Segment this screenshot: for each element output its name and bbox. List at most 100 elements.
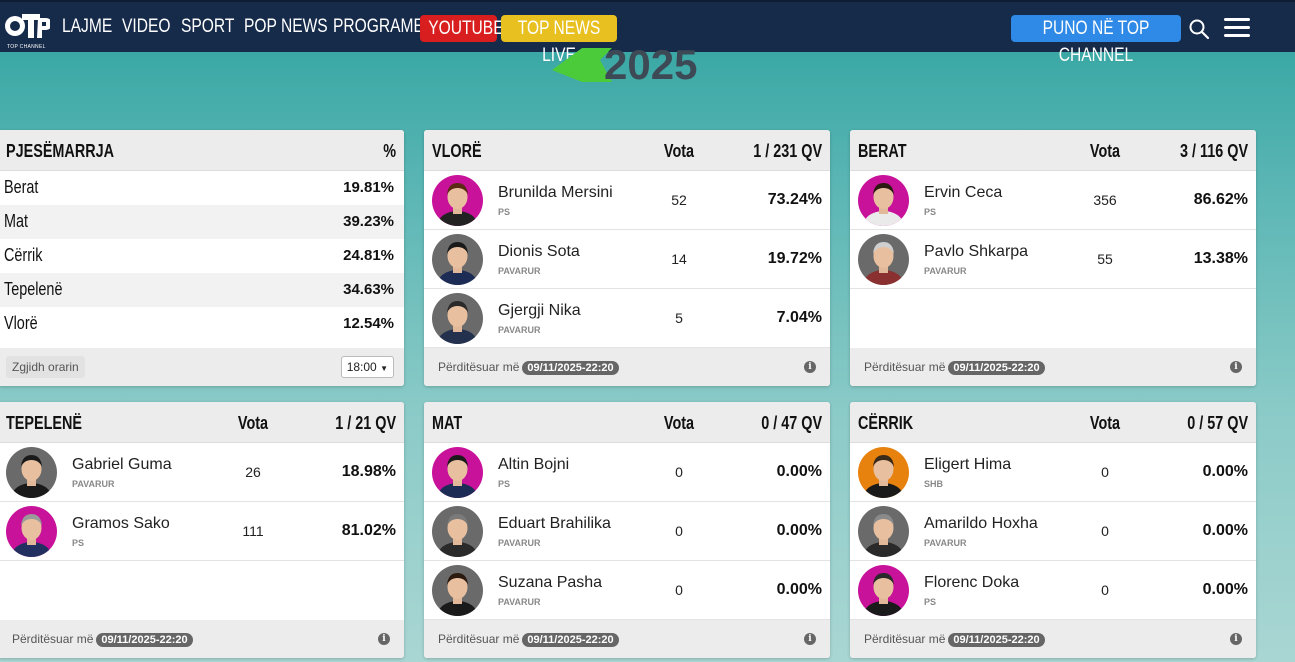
turnout-title: PJESËMARRJA xyxy=(6,141,115,161)
panel-header: BERAT Vota 3 / 116 QV xyxy=(850,130,1256,171)
time-select-value: 18:00 xyxy=(346,360,377,374)
municipality-title: CËRRIK xyxy=(858,413,914,433)
candidate-percentage: 86.62% xyxy=(1193,191,1248,208)
votes-header: Vota xyxy=(237,413,269,433)
panel-footer: Përditësuar më 09/11/2025-22:20 i xyxy=(850,348,1256,386)
time-select[interactable]: 18:00 ▼ xyxy=(340,356,394,378)
nav-programe[interactable]: PROGRAME xyxy=(333,16,424,37)
candidate-votes: 14 xyxy=(671,251,687,267)
panel-footer: Përditësuar më 09/11/2025-22:20 i xyxy=(850,620,1256,658)
candidate-percentage: 13.38% xyxy=(1193,250,1248,267)
nav-lajme[interactable]: LAJME xyxy=(62,16,113,37)
municipality-title: TEPELENË xyxy=(6,413,83,433)
top-channel-logo[interactable]: TOP CHANNEL xyxy=(4,10,52,50)
turnout-municipality: Tepelenë xyxy=(4,279,63,299)
candidate-percentage: 7.04% xyxy=(776,309,822,326)
results-panel-vlorë: VLORË Vota 1 / 231 QV Brunilda Mersini PS 52 7… xyxy=(424,130,830,386)
nav-youtube-button[interactable]: YOUTUBE xyxy=(420,15,504,42)
candidate-party: PAVARUR xyxy=(498,538,541,548)
info-icon[interactable]: i xyxy=(804,361,816,373)
candidate-votes: 111 xyxy=(242,523,264,539)
candidate-row: Ervin Ceca PS 356 86.62% xyxy=(850,171,1256,230)
candidate-avatar xyxy=(432,447,483,498)
candidate-votes: 52 xyxy=(671,192,687,208)
candidate-name: Gjergji Nika xyxy=(498,302,581,319)
panel-footer: Përditësuar më 09/11/2025-22:20 i xyxy=(0,620,404,658)
candidate-row: Suzana Pasha PAVARUR 0 0.00% xyxy=(424,561,830,620)
candidate-votes: 0 xyxy=(675,523,683,539)
turnout-percentage: 12.54% xyxy=(343,315,394,332)
candidate-name: Eduart Brahilika xyxy=(498,515,611,532)
candidate-row: Pavlo Shkarpa PAVARUR 55 13.38% xyxy=(850,230,1256,289)
updated-info: Përditësuar më 09/11/2025-22:20 xyxy=(438,360,619,375)
municipality-title: BERAT xyxy=(858,141,907,161)
candidate-votes: 0 xyxy=(1101,582,1109,598)
panel-header: TEPELENË Vota 1 / 21 QV xyxy=(0,402,404,443)
candidate-avatar xyxy=(858,447,909,498)
panel-header: VLORË Vota 1 / 231 QV xyxy=(424,130,830,171)
turnout-row: Mat 39.23% xyxy=(0,205,404,239)
turnout-row: Cërrik 24.81% xyxy=(0,239,404,273)
updated-label: Përditësuar më xyxy=(864,632,946,646)
candidate-party: PS xyxy=(498,479,511,489)
candidate-row: Brunilda Mersini PS 52 73.24% xyxy=(424,171,830,230)
candidate-party: PS xyxy=(924,597,937,607)
candidate-row: Dionis Sota PAVARUR 14 19.72% xyxy=(424,230,830,289)
candidate-party: PAVARUR xyxy=(924,266,967,276)
puno-ne-top-channel-button[interactable]: PUNO NË TOP CHANNEL xyxy=(1011,15,1181,66)
candidate-votes: 5 xyxy=(675,310,683,326)
candidate-percentage: 0.00% xyxy=(776,463,822,480)
polling-stations-count: 1 / 231 QV xyxy=(753,141,822,161)
candidate-name: Brunilda Mersini xyxy=(498,184,613,201)
turnout-pct-header: % xyxy=(383,141,396,161)
hamburger-menu-icon[interactable] xyxy=(1224,18,1250,38)
candidate-name: Altin Bojni xyxy=(498,456,570,473)
turnout-percentage: 34.63% xyxy=(343,281,394,298)
candidate-row: Amarildo Hoxha PAVARUR 0 0.00% xyxy=(850,502,1256,561)
candidate-votes: 0 xyxy=(675,464,683,480)
turnout-percentage: 39.23% xyxy=(343,213,394,230)
candidate-percentage: 19.72% xyxy=(767,250,822,267)
nav-pop-news[interactable]: POP NEWS xyxy=(244,16,328,37)
panel-header: MAT Vota 0 / 47 QV xyxy=(424,402,830,443)
turnout-panel: PJESËMARRJA % Berat 19.81% Mat 39.23% Cërrik… xyxy=(0,130,404,386)
municipality-title: MAT xyxy=(432,413,463,433)
candidate-avatar xyxy=(858,506,909,557)
candidate-row: Florenc Doka PS 0 0.00% xyxy=(850,561,1256,620)
search-icon[interactable] xyxy=(1188,18,1210,40)
info-icon[interactable]: i xyxy=(1230,361,1242,373)
candidate-party: PS xyxy=(924,207,937,217)
panel-header: CËRRIK Vota 0 / 57 QV xyxy=(850,402,1256,443)
votes-header: Vota xyxy=(1089,141,1121,161)
nav-top-news-live-button[interactable]: TOP NEWS LIVE xyxy=(501,15,617,66)
updated-label: Përditësuar më xyxy=(438,632,520,646)
info-icon[interactable]: i xyxy=(378,633,390,645)
candidate-avatar xyxy=(432,234,483,285)
updated-info: Përditësuar më 09/11/2025-22:20 xyxy=(864,632,1045,647)
updated-info: Përditësuar më 09/11/2025-22:20 xyxy=(12,632,193,647)
caret-down-icon: ▼ xyxy=(380,364,388,373)
nav-sport[interactable]: SPORT xyxy=(181,16,235,37)
candidate-name: Pavlo Shkarpa xyxy=(924,243,1029,260)
candidate-row: Gjergji Nika PAVARUR 5 7.04% xyxy=(424,289,830,348)
turnout-percentage: 19.81% xyxy=(343,179,394,196)
candidate-party: PAVARUR xyxy=(498,266,541,276)
candidate-percentage: 0.00% xyxy=(1202,522,1248,539)
turnout-percentage: 24.81% xyxy=(343,247,394,264)
candidate-row: Gramos Sako PS 111 81.02% xyxy=(0,502,404,561)
panel-footer: Përditësuar më 09/11/2025-22:20 i xyxy=(424,620,830,658)
updated-label: Përditësuar më xyxy=(864,360,946,374)
candidate-percentage: 73.24% xyxy=(767,191,822,208)
info-icon[interactable]: i xyxy=(1230,633,1242,645)
candidate-party: SHB xyxy=(924,479,944,489)
updated-timestamp: 09/11/2025-22:20 xyxy=(948,361,1045,375)
logo-caption: TOP CHANNEL xyxy=(7,44,46,50)
results-panel-mat: MAT Vota 0 / 47 QV Altin Bojni PS 0 0.00% Eduar… xyxy=(424,402,830,658)
info-icon[interactable]: i xyxy=(804,633,816,645)
nav-video[interactable]: VIDEO xyxy=(122,16,171,37)
candidate-avatar xyxy=(432,506,483,557)
candidate-percentage: 0.00% xyxy=(1202,463,1248,480)
candidate-party: PAVARUR xyxy=(498,325,541,335)
candidate-avatar xyxy=(6,506,57,557)
votes-header: Vota xyxy=(663,141,695,161)
